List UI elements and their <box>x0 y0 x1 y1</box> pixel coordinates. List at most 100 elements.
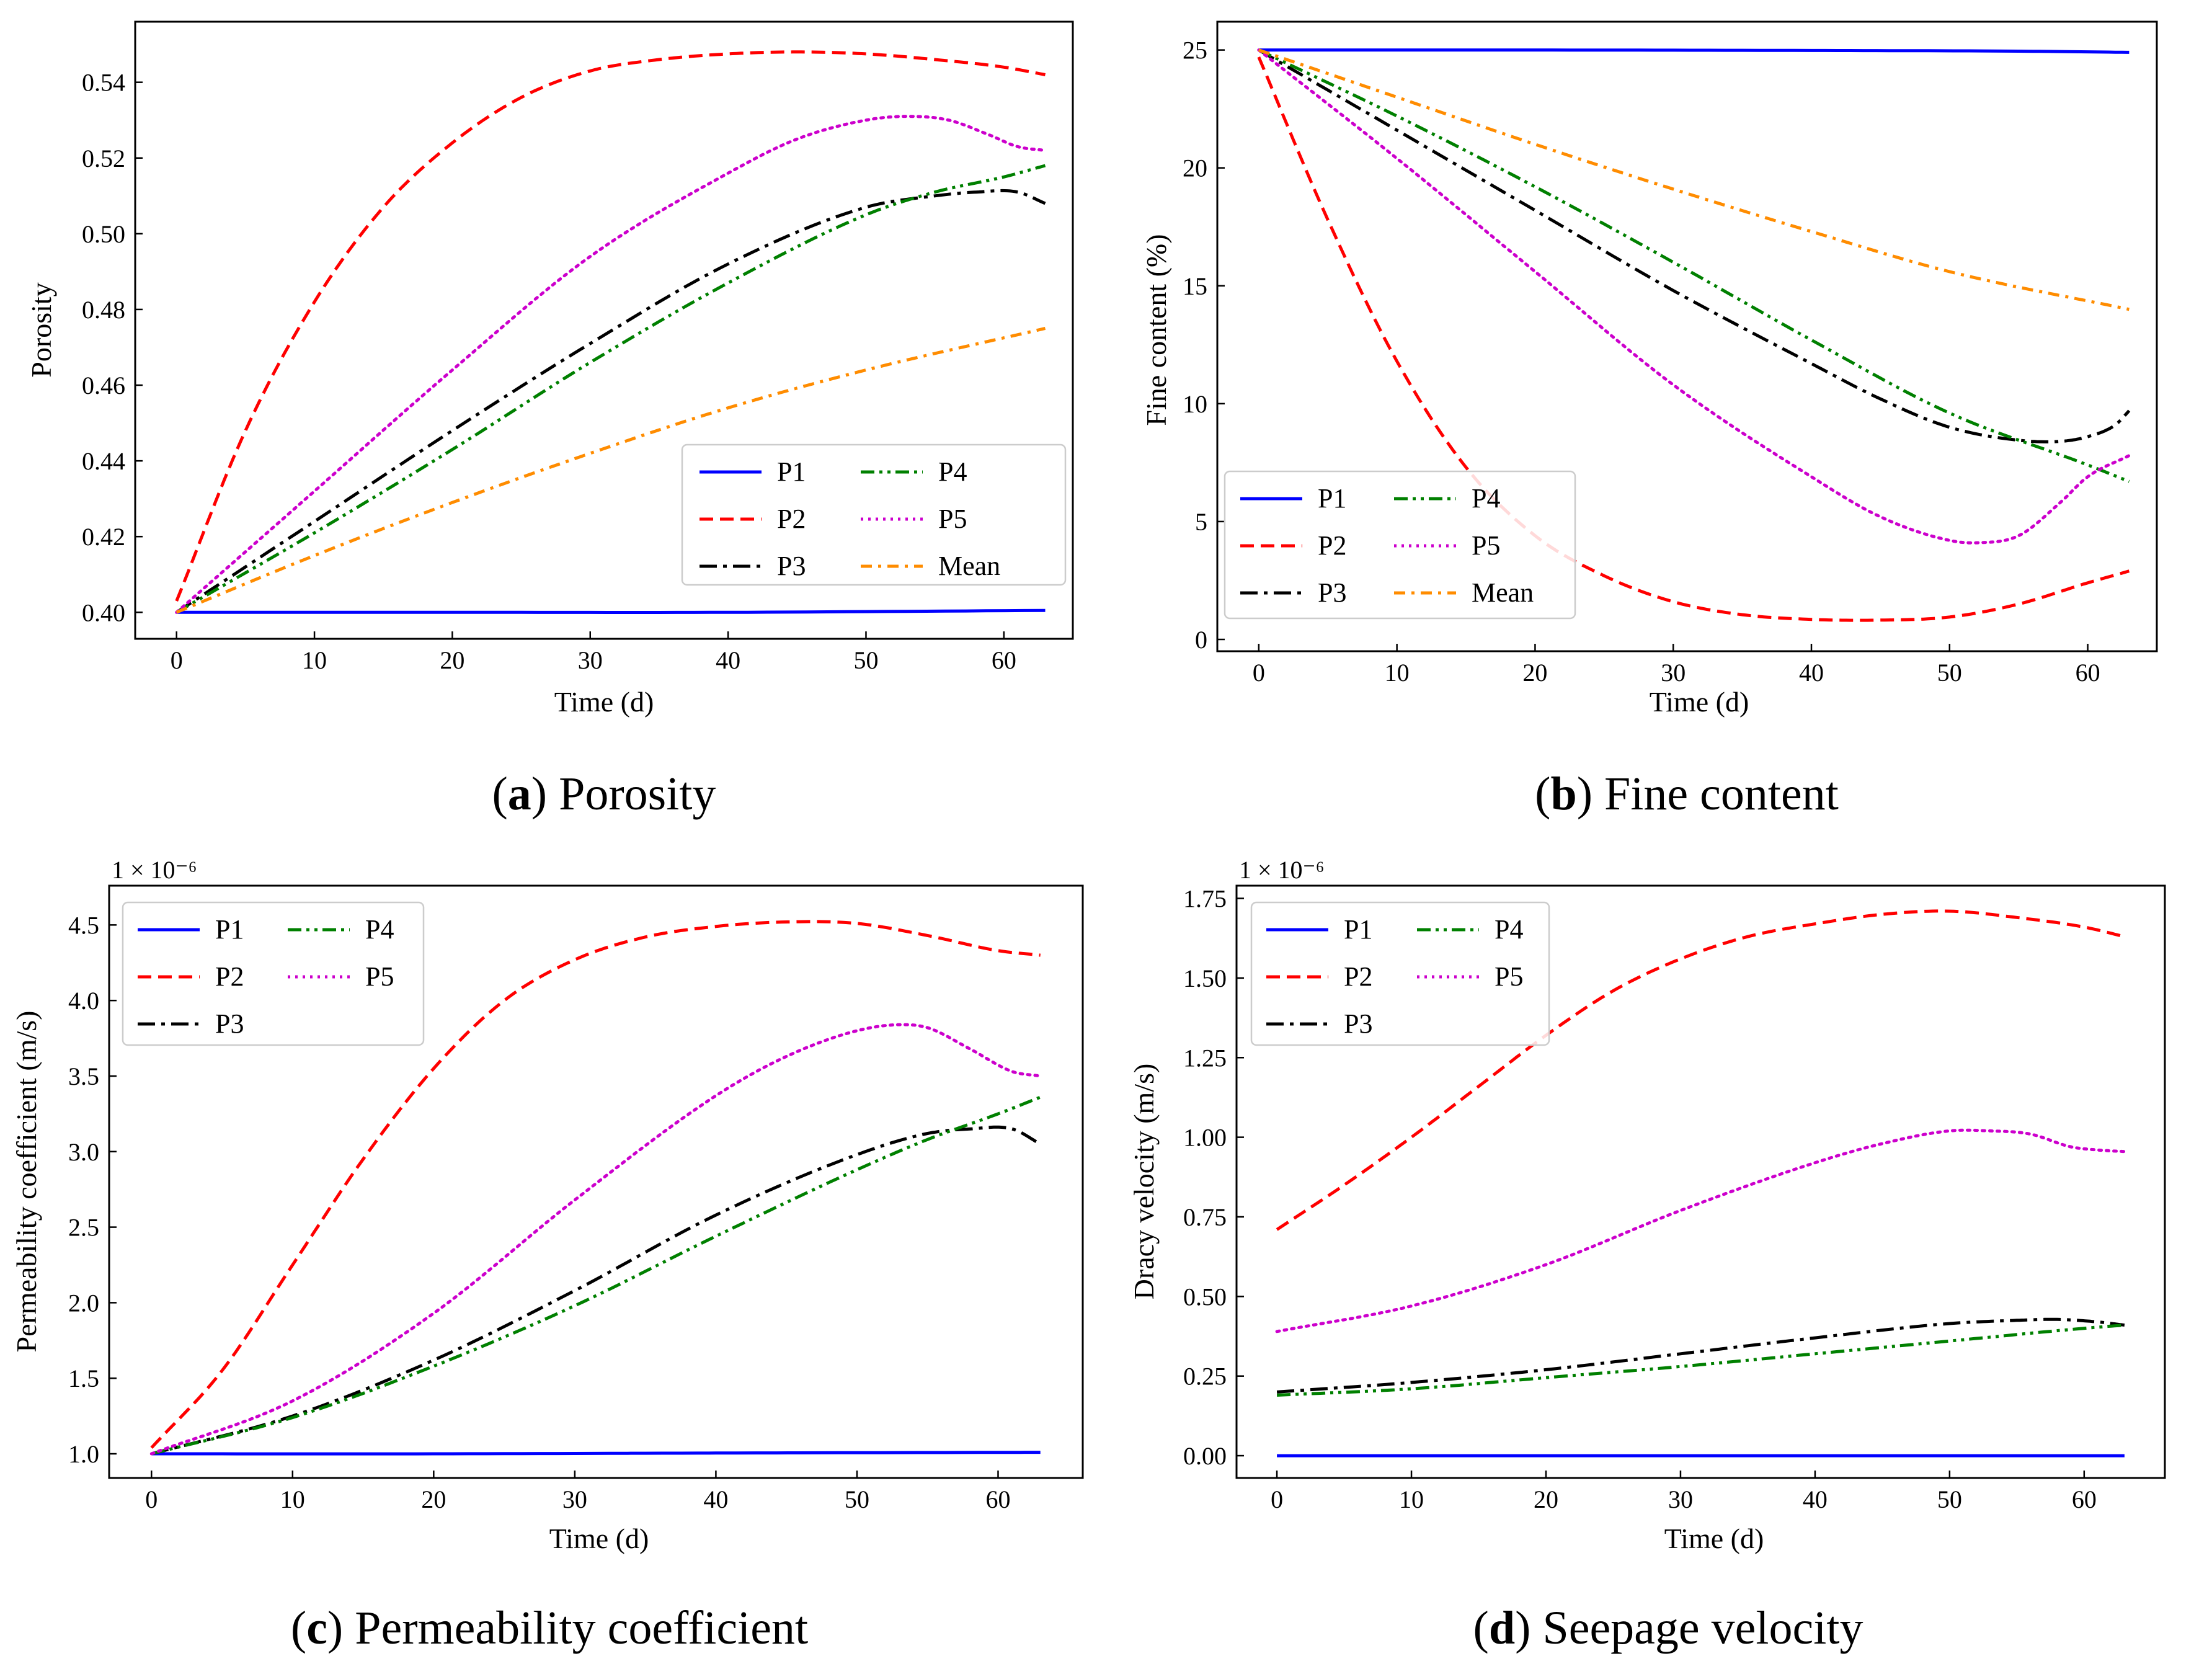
x-tick-label: 10 <box>1399 1485 1424 1513</box>
y-tick-label: 0.48 <box>82 296 125 324</box>
x-tick-label: 0 <box>1253 659 1265 687</box>
legend-label-p5: P5 <box>365 961 394 992</box>
legend-label-p2: P2 <box>1318 530 1346 561</box>
panel-a-legend: P1 P2 P3 P4 P5 Mean <box>681 443 1067 586</box>
x-tick-label: 30 <box>562 1485 587 1513</box>
y-tick-label: 0.42 <box>82 523 125 551</box>
x-tick-label: 60 <box>992 646 1016 674</box>
y-tick-label: 2.5 <box>68 1214 99 1242</box>
legend-label-p4: P4 <box>938 456 967 487</box>
y-tick-label: 1.75 <box>1183 885 1227 913</box>
y-tick-label: 0.50 <box>82 220 125 248</box>
y-tick-label: 0.00 <box>1183 1442 1227 1470</box>
panel-c: 0 10 20 30 40 50 60 1.0 1.5 2.0 2.5 3.0 3.5 4.0 4.5 1 … <box>11 856 1084 1654</box>
legend-label-p1: P1 <box>215 914 244 945</box>
x-tick-label: 50 <box>845 1485 869 1513</box>
series-line-p4 <box>175 164 1046 614</box>
panel-a-ylabel: Porosity <box>25 282 57 377</box>
x-tick-label: 0 <box>171 646 183 674</box>
panel-a-caption: (a) Porosity <box>492 768 716 820</box>
panel-b-grid-ticks: 0 10 20 30 40 50 60 0 5 10 15 20 25 <box>1183 37 2100 687</box>
x-tick-label: 10 <box>302 646 327 674</box>
panel-c-legend: P1 P2 P3 P4 P5 <box>122 901 425 1046</box>
y-tick-label: 5 <box>1195 508 1207 536</box>
y-tick-label: 1.5 <box>68 1364 99 1392</box>
series-line-p1 <box>151 1451 1041 1456</box>
panel-b-legend: P1 P2 P3 P4 P5 Mean <box>1224 470 1576 620</box>
x-tick-label: 50 <box>1937 659 1962 687</box>
legend-label-p1: P1 <box>777 456 806 487</box>
legend-label-p2: P2 <box>1344 961 1372 992</box>
series-line-p4 <box>1258 48 2130 483</box>
panel-d-ylabel: Dracy velocity (m/s) <box>1128 1064 1160 1300</box>
panel-d-multiplier: 1 × 10⁻⁶ <box>1239 856 1325 884</box>
panel-d-plot-frame <box>1235 884 2166 1479</box>
panel-d-grid-ticks: 0 10 20 30 40 50 60 0.00 0.25 0.50 0.75 1.00 1.25 1.5… <box>1183 885 2097 1513</box>
x-tick-label: 20 <box>421 1485 446 1513</box>
panel-c-grid-ticks: 0 10 20 30 40 50 60 1.0 1.5 2.0 2.5 3.0 3.5 4.0 4.5 <box>68 911 1010 1513</box>
legend-label-p3: P3 <box>215 1008 244 1039</box>
x-tick-label: 30 <box>1661 659 1686 687</box>
series-line-p2 <box>150 920 1041 1449</box>
legend-box <box>1250 901 1550 1046</box>
y-tick-label: 0 <box>1195 626 1207 654</box>
panel-a-plot-frame <box>134 20 1074 640</box>
panel-b-series <box>1257 48 2131 622</box>
series-line-p2 <box>175 50 1046 602</box>
series-line-p4 <box>1276 1324 2125 1397</box>
series-line-p3 <box>1276 1317 2125 1394</box>
panel-b-caption-letter: b <box>1550 768 1576 820</box>
legend-box <box>1224 470 1576 620</box>
x-tick-label: 40 <box>1799 659 1824 687</box>
panel-b: 0 10 20 30 40 50 60 0 5 10 15 20 25 Time (d) Fine co… <box>1140 20 2158 820</box>
legend-label-p4: P4 <box>1472 483 1500 514</box>
panel-a-grid-ticks: 0 10 20 30 40 50 60 0.40 0.42 0.44 0.46 0.48 0.50 0.5… <box>82 69 1016 674</box>
series-line-p3 <box>1258 48 2131 443</box>
legend-label-p3: P3 <box>1318 577 1346 608</box>
series-line-mean <box>1258 48 2130 311</box>
panel-a: 0 10 20 30 40 50 60 0.40 0.42 0.44 0.46 0.48 0.50 0.5… <box>25 20 1074 820</box>
series-line-p5 <box>175 115 1047 614</box>
panel-a-caption-letter: a <box>508 768 531 820</box>
x-tick-label: 20 <box>1534 1485 1558 1513</box>
x-tick-label: 30 <box>578 646 603 674</box>
y-tick-label: 10 <box>1183 390 1207 418</box>
panel-d: 0 10 20 30 40 50 60 0.00 0.25 0.50 0.75 1.00 1.25 1.5… <box>1128 856 2166 1654</box>
legend-label-p3: P3 <box>777 551 806 581</box>
x-tick-label: 40 <box>703 1485 728 1513</box>
x-tick-label: 10 <box>1385 659 1410 687</box>
series-line-p2 <box>1257 56 2130 622</box>
x-tick-label: 10 <box>280 1485 305 1513</box>
y-tick-label: 1.0 <box>68 1440 99 1468</box>
legend-label-mean: Mean <box>1472 577 1534 608</box>
y-tick-label: 1.25 <box>1183 1044 1227 1072</box>
y-tick-label: 1.50 <box>1183 964 1227 992</box>
y-tick-label: 0.25 <box>1183 1363 1227 1391</box>
panel-b-ylabel: Fine content (%) <box>1140 234 1172 425</box>
x-tick-label: 0 <box>145 1485 158 1513</box>
y-tick-label: 2.0 <box>68 1289 99 1317</box>
y-tick-label: 3.5 <box>68 1062 99 1090</box>
panel-b-caption-text: Fine content <box>1604 768 1839 820</box>
panel-c-series <box>149 920 1042 1456</box>
y-tick-label: 15 <box>1183 272 1207 300</box>
legend-box <box>681 443 1067 586</box>
legend-label-p4: P4 <box>1495 914 1523 945</box>
x-tick-label: 20 <box>440 646 464 674</box>
y-tick-label: 0.75 <box>1183 1203 1227 1231</box>
x-tick-label: 30 <box>1668 1485 1693 1513</box>
x-tick-label: 60 <box>2072 1485 2097 1513</box>
panel-d-series <box>1275 909 2126 1458</box>
series-line-p5 <box>149 1023 1042 1456</box>
panel-d-legend: P1 P2 P3 P4 P5 <box>1250 901 1550 1046</box>
legend-label-mean: Mean <box>938 551 1000 581</box>
legend-label-p5: P5 <box>1495 961 1523 992</box>
panel-d-xlabel: Time (d) <box>1664 1523 1764 1554</box>
series-line-p5 <box>1257 48 2131 545</box>
series-line-p3 <box>175 189 1046 614</box>
panel-d-caption: (d) Seepage velocity <box>1473 1602 1863 1654</box>
panel-d-caption-letter: d <box>1489 1602 1515 1654</box>
y-tick-label: 25 <box>1183 37 1207 65</box>
panel-d-caption-text: Seepage velocity <box>1542 1602 1863 1654</box>
